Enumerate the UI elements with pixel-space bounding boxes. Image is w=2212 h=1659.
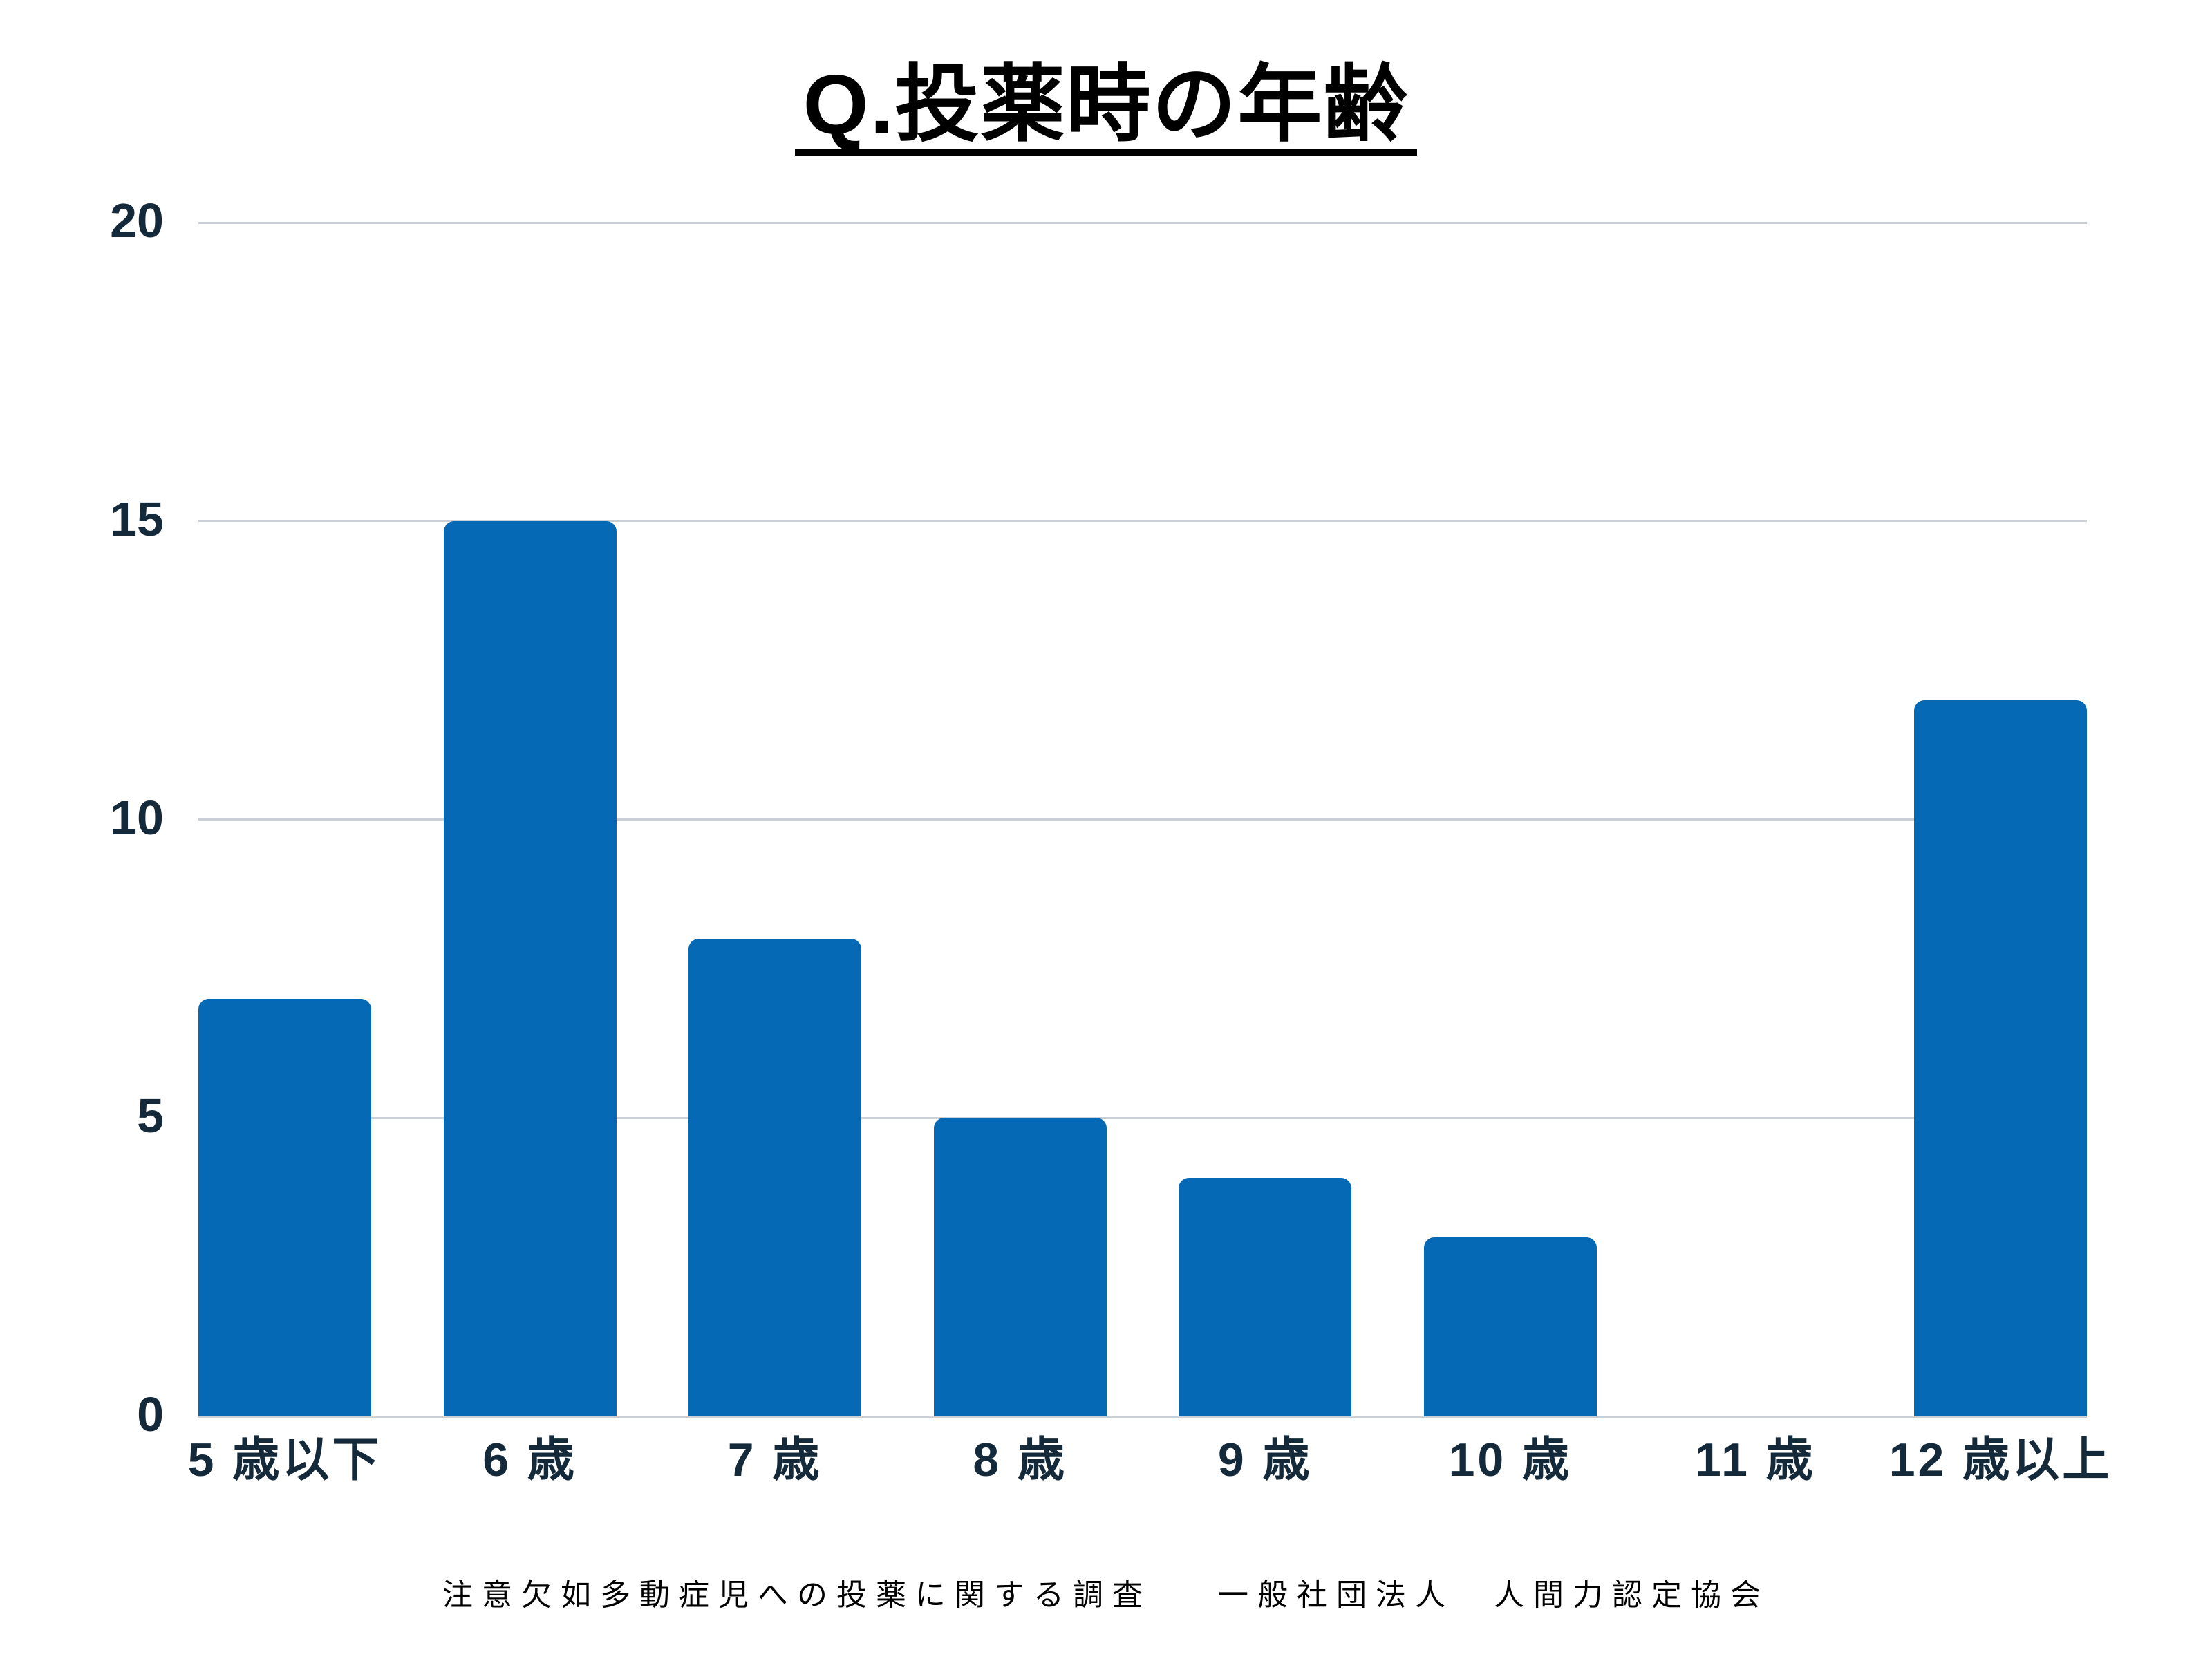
source-note: 注意欠如多動症児への投薬に関する調査 一般社団法人 人間力認定協会 [0, 1577, 2212, 1614]
y-axis-tick-label: 0 [137, 1387, 164, 1442]
bar-5 [1179, 1177, 1352, 1416]
gridline-y10 [198, 818, 2087, 821]
chart-title: Q.投薬時の年齢 [0, 62, 2212, 156]
bar-2 [443, 521, 617, 1416]
chart-title-text: Q.投薬時の年齢 [794, 62, 1418, 156]
survey-name-label: 注意欠如多動症児への投薬に関する調査 [442, 1578, 1152, 1612]
y-axis-tick-label: 15 [110, 491, 164, 546]
x-axis-category-label: 6 歳 [482, 1434, 577, 1486]
x-axis-category-label: 11 歳 [1695, 1434, 1816, 1486]
bar-6 [1423, 1237, 1597, 1416]
bar-3 [688, 939, 862, 1416]
x-axis-category-label: 9 歳 [1217, 1434, 1313, 1486]
bar-1 [198, 998, 371, 1416]
y-axis-tick-label: 5 [137, 1089, 164, 1143]
gridline-y5 [198, 1116, 2087, 1119]
bar-8 [1914, 700, 2087, 1416]
organization-name-label: 一般社団法人 人間力認定協会 [1218, 1578, 1770, 1612]
x-axis-category-label: 8 歳 [973, 1434, 1068, 1486]
y-axis-tick-label: 20 [110, 194, 164, 248]
y-axis-tick-label: 10 [110, 790, 164, 845]
x-axis-category-label: 5 歳以下 [187, 1434, 382, 1486]
gridline-y0 [198, 1415, 2087, 1418]
bar-4 [933, 1118, 1107, 1416]
gridline-y20 [198, 221, 2087, 224]
x-axis-category-label: 12 歳以上 [1888, 1434, 2112, 1486]
x-axis-category-label: 10 歳 [1448, 1434, 1573, 1486]
x-axis-category-label: 7 歳 [727, 1434, 823, 1486]
gridline-y15 [198, 520, 2087, 523]
